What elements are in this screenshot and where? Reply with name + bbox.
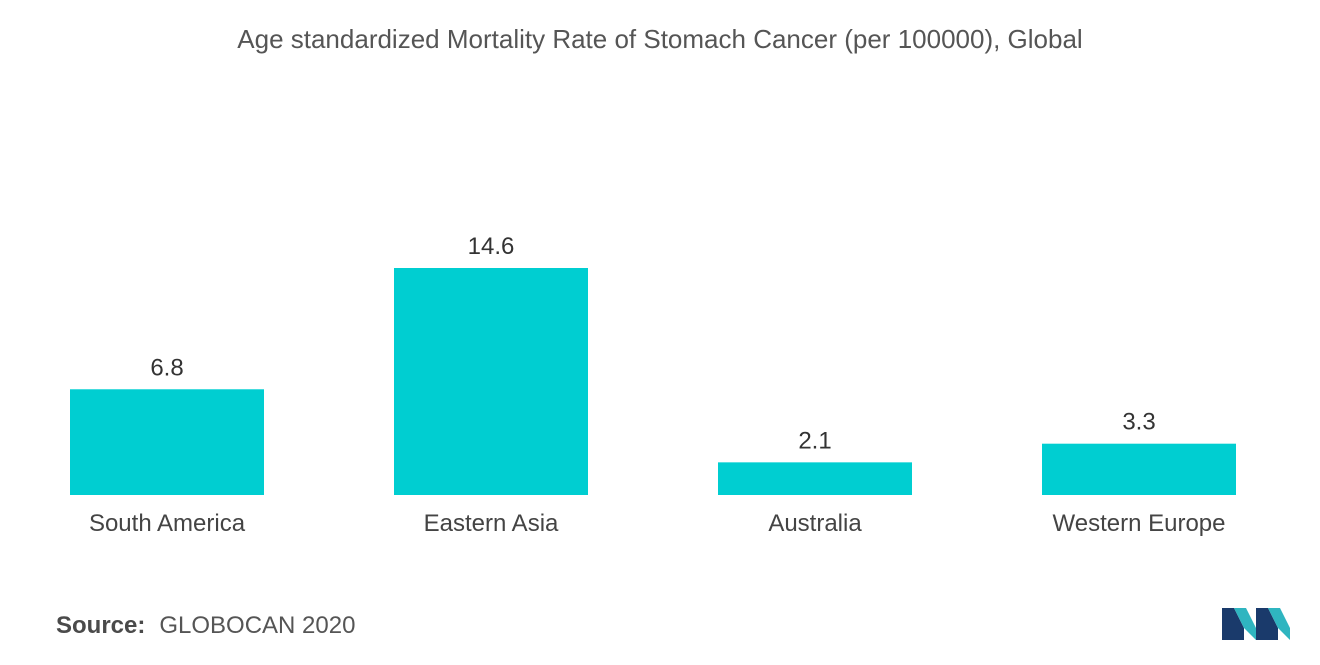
source-text: GLOBOCAN 2020 [159,612,356,639]
bar-value-label: 14.6 [468,233,515,260]
bar-value-label: 6.8 [150,354,183,381]
bars-group [70,268,1236,495]
bar-south-america [70,389,264,495]
category-label: Australia [768,510,862,537]
bar-western-europe [1042,443,1236,495]
value-labels-group: 6.8 14.6 2.1 3.3 [150,233,1155,454]
bar-value-label: 3.3 [1122,409,1155,436]
mordor-intelligence-logo-icon [1222,608,1290,640]
bar-australia [718,462,912,495]
category-label: Western Europe [1053,510,1226,537]
bar-value-label: 2.1 [798,427,831,454]
source-label: Source: [56,612,146,639]
bar-chart: 6.8 14.6 2.1 3.3 South America Eastern Asia A… [70,233,1236,537]
category-label: South America [89,510,246,537]
bar-eastern-asia [394,268,588,495]
chart-title: Age standardized Mortality Rate of Stoma… [237,24,1083,54]
category-labels-group: South America Eastern Asia Australia Wester… [89,510,1226,537]
category-label: Eastern Asia [424,510,559,537]
source-note: Source: GLOBOCAN 2020 [56,612,355,640]
